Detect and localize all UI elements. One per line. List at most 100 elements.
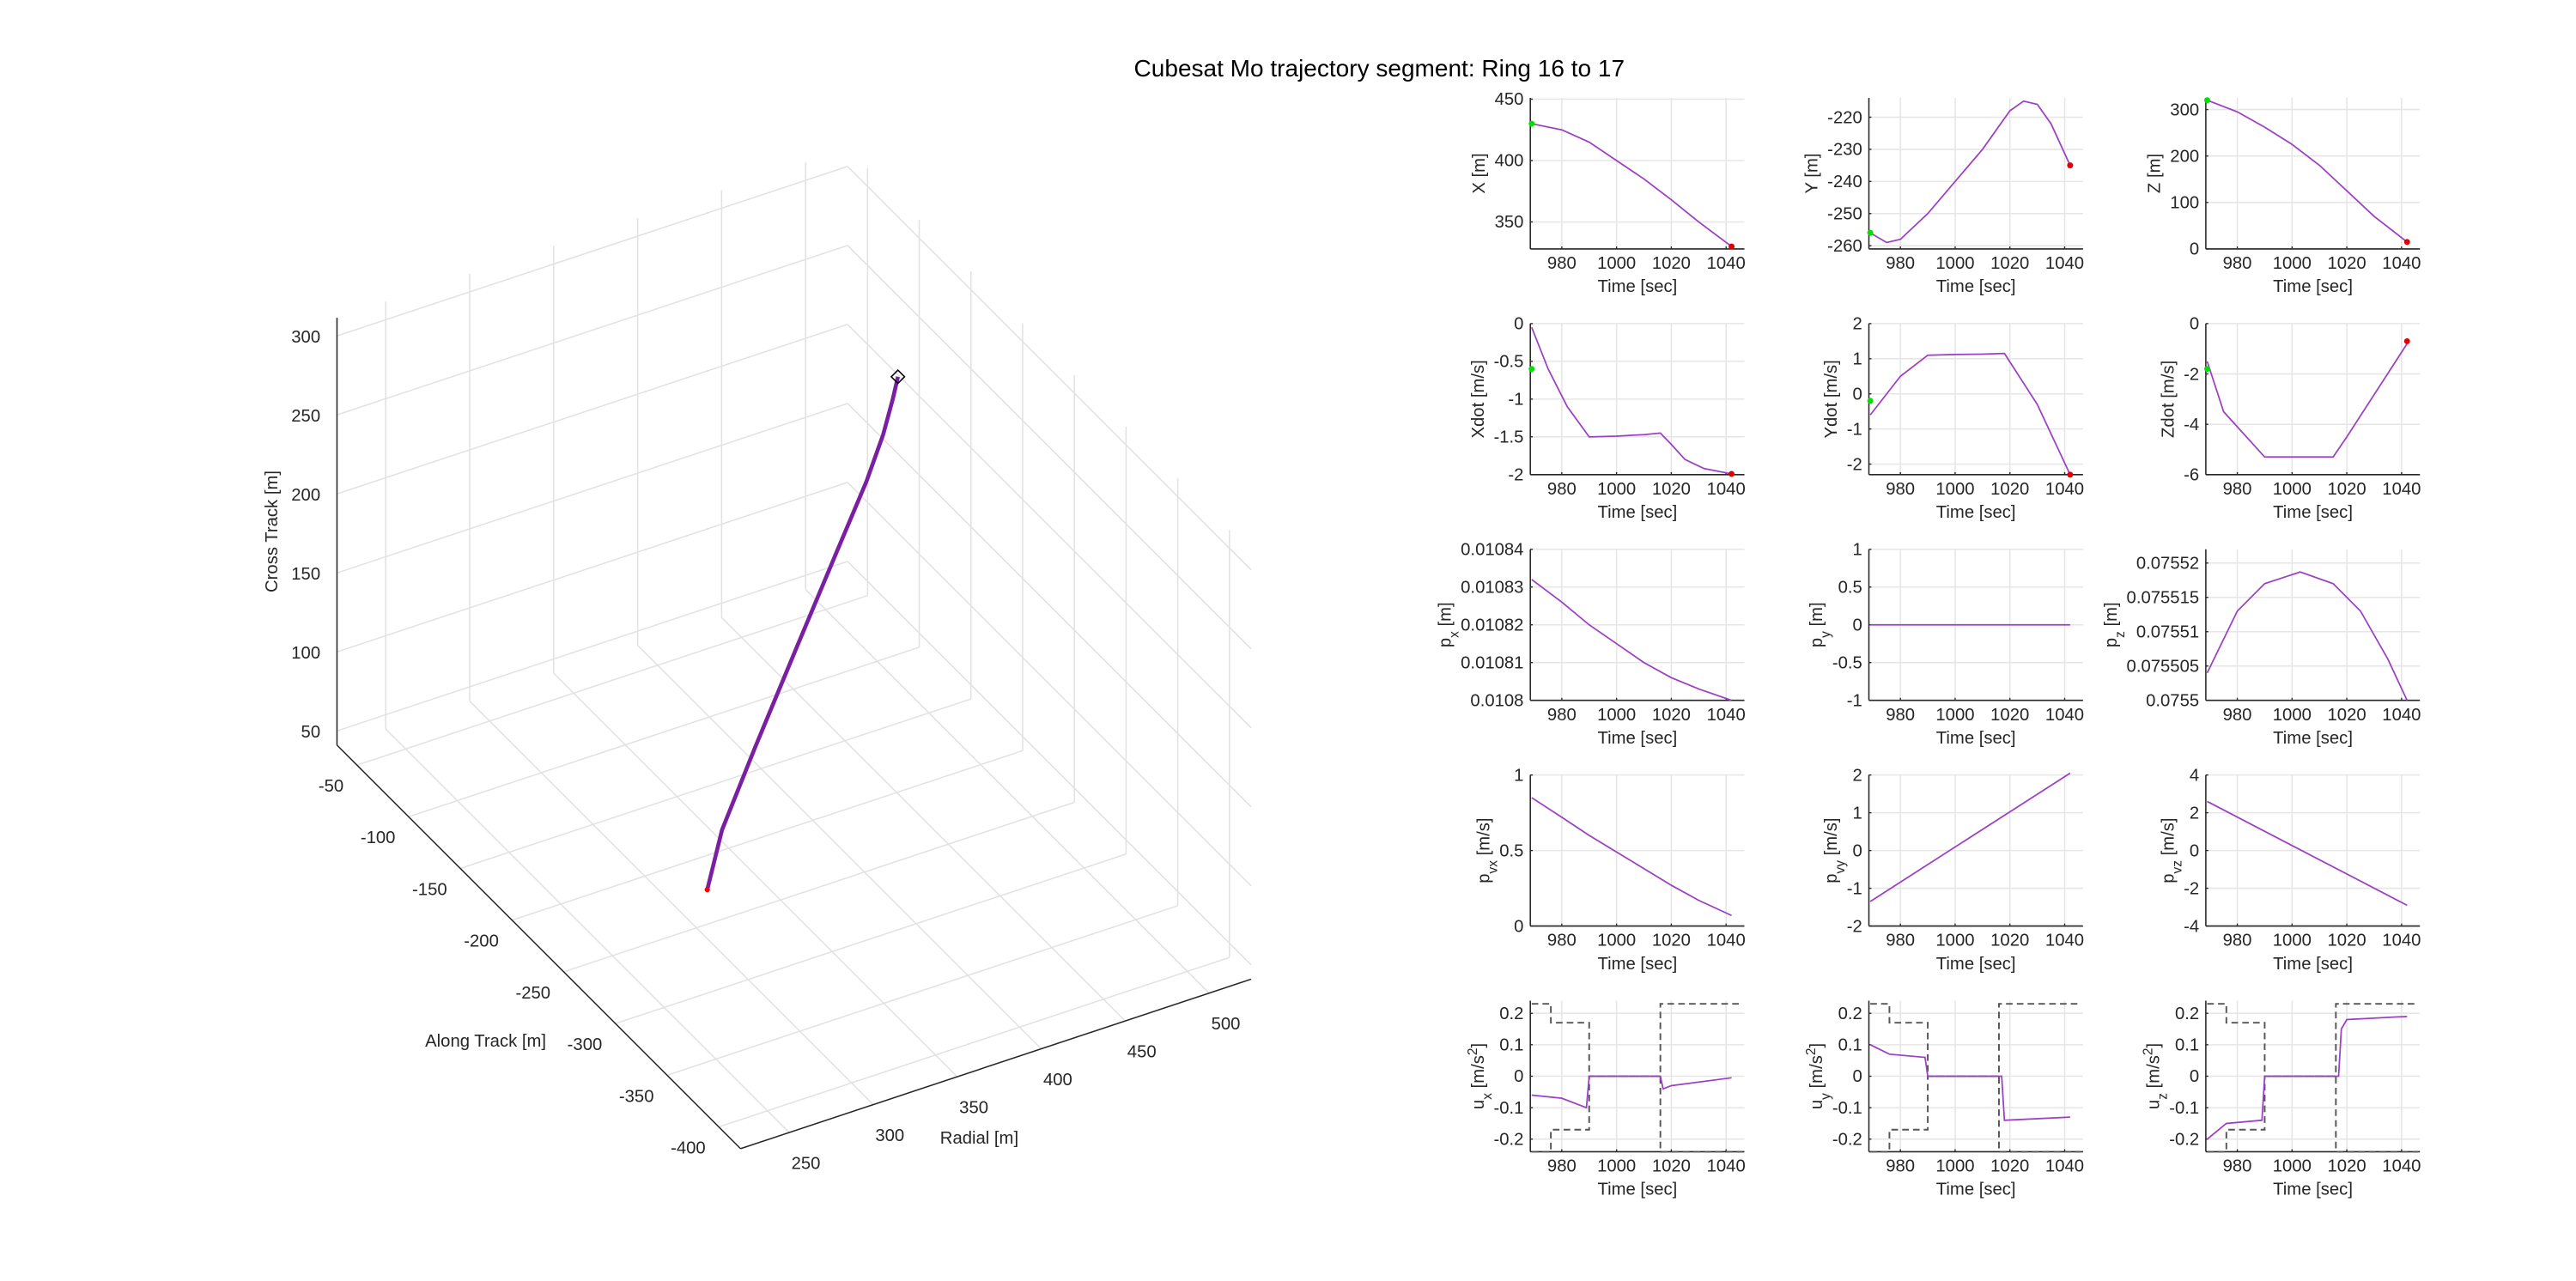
y-axis-label: Zdot [m/s] <box>2160 361 2178 438</box>
x-tick-label: 1020 <box>2328 706 2366 725</box>
y-tick-label: 0 <box>2190 1067 2199 1086</box>
grid-line <box>337 166 848 337</box>
z-axis-label: Cross Track [m] <box>263 471 282 592</box>
y-axis-label-part: vy <box>1833 860 1848 874</box>
y-tick-label: 1 <box>1514 766 1523 785</box>
y-tick-label: -0.2 <box>1832 1131 1862 1150</box>
grid-line <box>337 324 848 495</box>
y-axis-label: Z [m] <box>2146 154 2165 193</box>
y-axis-label-part: vz <box>2170 860 2184 873</box>
x-tick-label: 1040 <box>2045 1157 2084 1176</box>
y-axis-label-part: [m/s <box>1807 1055 1826 1093</box>
y-tick-label: 0 <box>1514 917 1523 936</box>
x-tick-label: 1000 <box>1935 932 1974 950</box>
grid-line <box>847 482 1252 887</box>
x-tick-label: 1020 <box>2328 254 2366 273</box>
x-axis-label: Time [sec] <box>1597 277 1677 296</box>
y-axis-label-part: 2 <box>1465 1048 1479 1056</box>
y-axis-label-part: p <box>1475 873 1494 883</box>
grid-line <box>847 561 1252 966</box>
y-tick-label: -0.5 <box>1494 353 1524 372</box>
y-tick-label: -100 <box>361 829 396 847</box>
x-tick-label: 1020 <box>1990 254 2029 273</box>
x-tick-label: 1000 <box>1597 1157 1636 1176</box>
end-marker <box>2067 162 2074 169</box>
x-tick-label: 1020 <box>2328 480 2366 499</box>
y-axis-label-part: [m/s] <box>2160 817 2178 860</box>
y-tick-label: -0.2 <box>2169 1131 2199 1150</box>
z-tick-label: 200 <box>291 486 320 505</box>
y-axis-label-part: u <box>1469 1100 1488 1109</box>
y-tick-label: -350 <box>619 1087 654 1106</box>
grid-line <box>337 403 848 574</box>
x-tick-label: 1020 <box>1652 254 1691 273</box>
x-tick-label: 1000 <box>1935 1157 1974 1176</box>
y-axis-label: ux [m/s2] <box>1465 1043 1494 1109</box>
y-axis-label-part: x <box>1447 631 1461 638</box>
x-axis-label: Time [sec] <box>2273 1181 2353 1199</box>
x-tick-label: 1000 <box>2273 254 2312 273</box>
end-marker <box>2403 239 2410 246</box>
data-line <box>2206 1015 2408 1140</box>
y-axis-label: py [m] <box>1807 602 1832 647</box>
end-marker <box>704 887 710 893</box>
y-axis-label-part: [m/s] <box>1822 817 1841 860</box>
y-tick-label: -4 <box>2184 917 2199 936</box>
x-tick-label: 1020 <box>2328 932 2366 950</box>
x-axis-label: Time [sec] <box>2273 277 2353 296</box>
y-tick-label: 0.01084 <box>1461 541 1523 560</box>
x-tick-label: 980 <box>1886 480 1915 499</box>
y-tick-label: 350 <box>1495 213 1524 232</box>
x-tick-label: 980 <box>2223 480 2252 499</box>
grid-line <box>718 956 1230 1128</box>
x-axis-label: Time [sec] <box>1597 1181 1677 1199</box>
y-tick-label: -50 <box>319 777 343 796</box>
z-tick-label: 100 <box>291 644 320 663</box>
y-tick-label: -2 <box>1847 917 1862 936</box>
y-axis-label-part: Xdot [m/s] <box>1469 360 1488 438</box>
start-marker <box>1528 366 1535 373</box>
y-axis-label: uz [m/s2] <box>2141 1043 2170 1109</box>
y-tick-label: 0.5 <box>1499 841 1523 860</box>
bound-line <box>1870 1075 2081 1153</box>
y-tick-label: 100 <box>2170 194 2199 213</box>
x-axis-label: Time [sec] <box>1936 955 2016 974</box>
data-line <box>1530 326 1732 475</box>
y-axis-label-part: p <box>2160 873 2178 883</box>
y-tick-label: 0 <box>1852 1067 1862 1086</box>
y-tick-label: 0.01081 <box>1461 653 1523 672</box>
x-tick-label: 980 <box>1547 480 1577 499</box>
bound-line <box>1531 1003 1743 1078</box>
z-tick-label: 150 <box>291 565 320 584</box>
y-tick-label: 0.07552 <box>2136 555 2199 574</box>
x-tick-label: 1020 <box>1990 706 2029 725</box>
y-tick-label: -2 <box>1508 466 1523 485</box>
y-tick-label: -6 <box>2184 466 2199 485</box>
y-tick-label: 0.01083 <box>1461 579 1523 598</box>
y-axis-label-part: p <box>1437 638 1455 647</box>
y-axis-label-part: Zdot [m/s] <box>2160 361 2178 438</box>
x-tick-label: 1020 <box>1990 480 2029 499</box>
y-tick-label: -2 <box>1847 455 1862 474</box>
axis-line <box>740 978 1252 1150</box>
grid-line <box>666 905 1178 1077</box>
y-tick-label: -2 <box>2184 365 2199 384</box>
y-tick-label: -1 <box>1847 691 1862 710</box>
y-tick-label: -0.5 <box>1832 653 1862 672</box>
y-tick-label: -4 <box>2184 416 2199 434</box>
y-tick-label: -240 <box>1827 173 1862 191</box>
y-axis-label-part: vx <box>1485 860 1500 874</box>
y-axis-label: Y [m] <box>1803 154 1822 194</box>
x-tick-label: 350 <box>959 1099 988 1118</box>
y-tick-label: -1.5 <box>1494 428 1524 447</box>
x-axis-label: Time [sec] <box>2273 503 2353 522</box>
x-tick-label: 1020 <box>1652 480 1691 499</box>
figure-title: Cubesat Mo trajectory segment: Ring 16 t… <box>1134 55 1625 82</box>
y-tick-label: -250 <box>515 984 550 1003</box>
y-axis-label-part: 2 <box>1804 1048 1819 1056</box>
y-axis-label-part: p <box>1807 638 1826 647</box>
y-tick-label: 400 <box>1495 152 1524 171</box>
x-tick-label: 250 <box>792 1155 821 1174</box>
x-tick-label: 450 <box>1127 1043 1157 1062</box>
x-axis-label: Time [sec] <box>1936 1181 2016 1199</box>
